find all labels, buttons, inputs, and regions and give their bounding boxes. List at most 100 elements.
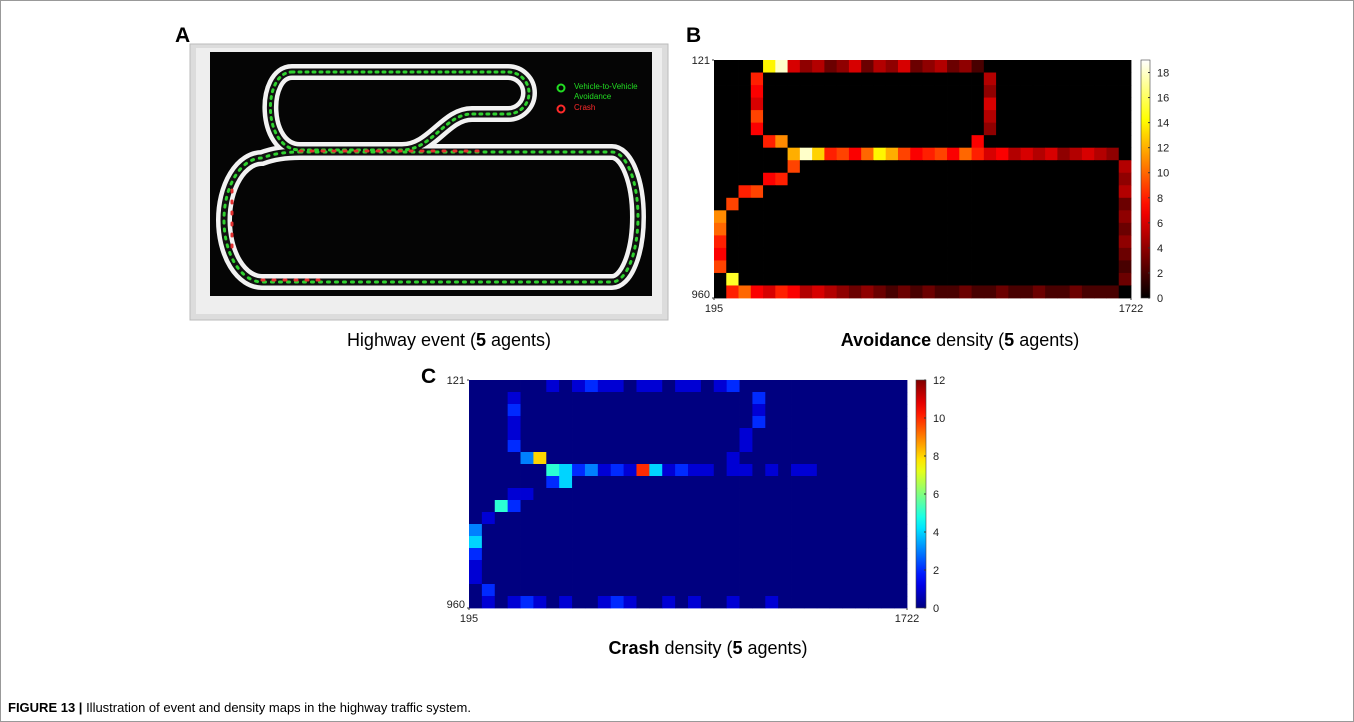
heatmap-cell <box>881 596 894 608</box>
heatmap-cell <box>894 380 907 392</box>
heatmap-cell <box>726 185 739 198</box>
figure: FIGURE 13 | Illustration of event and de… <box>0 0 1354 722</box>
colorbar-tick-label: 16 <box>1157 93 1169 105</box>
heatmap-cell <box>751 60 764 73</box>
heatmap-cell <box>984 135 997 148</box>
heatmap-cell <box>1106 173 1119 186</box>
heatmap-cell <box>649 392 662 404</box>
heatmap-cell <box>559 464 572 476</box>
heatmap-cell <box>636 500 649 512</box>
heatmap-cell <box>868 416 881 428</box>
heatmap-cell <box>662 380 675 392</box>
heatmap-cell <box>521 416 534 428</box>
heatmap-cell <box>662 524 675 536</box>
heatmap-cell <box>861 210 874 223</box>
heatmap-cell <box>1008 123 1021 136</box>
colorbar-tick-label: 2 <box>933 565 939 577</box>
heatmap-cell <box>923 185 936 198</box>
heatmap-cell <box>788 173 801 186</box>
heatmap-cell <box>533 464 546 476</box>
heatmap-cell <box>1070 235 1083 248</box>
heatmap-cell <box>1057 110 1070 123</box>
heatmap-cell <box>843 404 856 416</box>
heatmap-cell <box>752 452 765 464</box>
heatmap-cell <box>830 572 843 584</box>
heatmap-cell <box>861 273 874 286</box>
heatmap-cell <box>1094 85 1107 98</box>
heatmap-cell <box>521 452 534 464</box>
heatmap-cell <box>469 548 482 560</box>
heatmap-cell <box>898 73 911 86</box>
heatmap-cell <box>611 464 624 476</box>
heatmap-cell <box>873 148 886 161</box>
heatmap-cell <box>868 404 881 416</box>
heatmap-cell <box>624 464 637 476</box>
heatmap-cell <box>1045 148 1058 161</box>
heatmap-cell <box>1021 148 1034 161</box>
heatmap-cell <box>849 60 862 73</box>
heatmap-cell <box>1033 260 1046 273</box>
heatmap-cell <box>800 185 813 198</box>
heatmap-cell <box>546 404 559 416</box>
heatmap-cell <box>947 85 960 98</box>
heatmap-cell <box>984 85 997 98</box>
heatmap-cell <box>778 500 791 512</box>
heatmap-cell <box>701 500 714 512</box>
heatmap-cell <box>898 248 911 261</box>
heatmap-cell <box>868 572 881 584</box>
heatmap-cell <box>662 488 675 500</box>
heatmap-cell <box>649 440 662 452</box>
heatmap-cell <box>947 185 960 198</box>
heatmap-cell <box>598 536 611 548</box>
heatmap-cell <box>763 198 776 211</box>
y-tick-label: 121 <box>447 375 465 387</box>
heatmap-cell <box>824 60 837 73</box>
heatmap-cell <box>751 260 764 273</box>
caption-part: Highway event ( <box>347 330 476 350</box>
heatmap-cell <box>714 464 727 476</box>
heatmap-cell <box>727 452 740 464</box>
heatmap-cell <box>817 584 830 596</box>
heatmap-cell <box>675 560 688 572</box>
heatmap-cell <box>765 392 778 404</box>
heatmap-cell <box>714 223 727 236</box>
heatmap-cell <box>1082 123 1095 136</box>
heatmap-cell <box>843 452 856 464</box>
heatmap-cell <box>923 73 936 86</box>
heatmap-cell <box>873 185 886 198</box>
heatmap-cell <box>572 380 585 392</box>
heatmap-cell <box>763 260 776 273</box>
heatmap-cell <box>1008 85 1021 98</box>
heatmap-cell <box>752 560 765 572</box>
heatmap-cell <box>849 73 862 86</box>
heatmap-cell <box>572 392 585 404</box>
heatmap-cell <box>804 440 817 452</box>
heatmap-cell <box>1008 198 1021 211</box>
heatmap-cell <box>791 536 804 548</box>
heatmap-cell <box>482 584 495 596</box>
heatmap-cell <box>765 380 778 392</box>
heatmap-cell <box>778 440 791 452</box>
heatmap-cell <box>898 110 911 123</box>
heatmap-cell <box>898 85 911 98</box>
heatmap-cell <box>800 60 813 73</box>
heatmap-cell <box>1033 173 1046 186</box>
heatmap-cell <box>662 596 675 608</box>
heatmap-cell <box>1008 273 1021 286</box>
heatmap-cell <box>843 416 856 428</box>
heatmap-cell <box>521 524 534 536</box>
heatmap-cell <box>898 235 911 248</box>
heatmap-cell <box>701 488 714 500</box>
heatmap-cell <box>830 440 843 452</box>
heatmap-cell <box>521 404 534 416</box>
heatmap-cell <box>873 273 886 286</box>
heatmap-cell <box>812 110 825 123</box>
heatmap-cell <box>996 198 1009 211</box>
heatmap-cell <box>830 464 843 476</box>
heatmap-cell <box>572 548 585 560</box>
heatmap-cell <box>636 452 649 464</box>
y-tick-label: 121 <box>692 55 710 67</box>
heatmap-cell <box>788 210 801 223</box>
heatmap-cell <box>546 488 559 500</box>
heatmap-cell <box>469 440 482 452</box>
